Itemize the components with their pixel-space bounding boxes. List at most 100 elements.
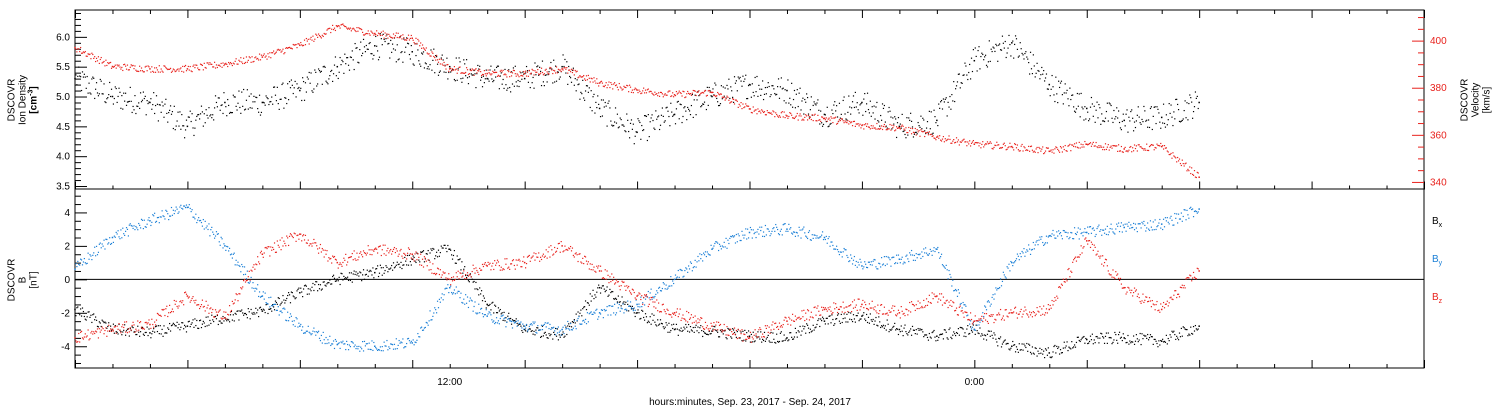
- velocity-series-sample: [1024, 147, 1026, 149]
- density-series-sample: [319, 71, 322, 73]
- density-series-sample: [1131, 109, 1133, 111]
- bx-series-sample: [164, 332, 166, 334]
- velocity-series-sample: [450, 67, 452, 70]
- by-series-sample: [672, 280, 674, 282]
- velocity-series-sample: [776, 113, 778, 116]
- bx-series-sample: [863, 312, 865, 314]
- by-series-sample: [455, 286, 457, 288]
- velocity-series-sample: [791, 117, 794, 119]
- density-series-sample: [739, 76, 741, 79]
- bx-series-sample: [213, 320, 215, 323]
- density-series-sample: [460, 78, 462, 80]
- by-series-sample: [172, 209, 174, 211]
- velocity-series-sample: [509, 76, 511, 78]
- by-series-sample: [798, 226, 800, 228]
- bx-series-sample: [409, 261, 411, 263]
- velocity-series-sample: [1189, 166, 1191, 168]
- bx-series-sample: [174, 325, 176, 327]
- density-series-sample: [927, 132, 930, 134]
- velocity-series-sample: [501, 71, 503, 73]
- velocity-series-sample: [1015, 147, 1018, 149]
- velocity-series-sample: [1153, 149, 1155, 151]
- velocity-series-sample: [1183, 165, 1185, 167]
- density-series-point: [299, 89, 301, 92]
- bx-series-sample: [812, 324, 814, 326]
- bx-series-sample: [271, 310, 273, 312]
- density-series-sample: [232, 94, 234, 96]
- density-series-sample: [82, 76, 85, 78]
- bx-series-sample: [137, 325, 139, 327]
- by-series-sample: [1095, 233, 1097, 236]
- by-series-sample: [992, 294, 994, 296]
- velocity-series-sample: [955, 137, 958, 139]
- bx-series-sample: [552, 338, 554, 340]
- by-series-sample: [204, 220, 206, 222]
- bx-series-sample: [410, 264, 412, 266]
- velocity-series-sample: [584, 79, 587, 81]
- bx-series-sample: [1056, 345, 1058, 348]
- velocity-series-sample: [1054, 148, 1056, 150]
- velocity-series-sample: [851, 121, 853, 123]
- velocity-series-sample: [894, 130, 896, 132]
- velocity-series-sample: [943, 141, 945, 143]
- density-series-sample: [279, 98, 281, 101]
- velocity-series-point: [1198, 176, 1200, 178]
- density-series-sample: [549, 68, 551, 70]
- velocity-series-sample: [598, 85, 600, 87]
- bx-series-sample: [779, 332, 782, 334]
- bx-series-sample: [113, 332, 115, 334]
- velocity-series-sample: [746, 105, 748, 107]
- bx-series-sample: [884, 325, 886, 327]
- velocity-series-sample: [1111, 147, 1113, 149]
- density-series-sample: [134, 95, 136, 97]
- bx-series-sample: [613, 298, 615, 300]
- density-series-sample: [341, 59, 343, 62]
- velocity-series-sample: [539, 73, 541, 76]
- velocity-series-sample: [487, 69, 489, 71]
- density-series-sample: [253, 95, 255, 97]
- bx-series-sample: [1196, 329, 1198, 331]
- velocity-series-sample: [905, 127, 907, 129]
- bx-series-sample: [776, 333, 778, 335]
- velocity-series-sample: [791, 114, 793, 116]
- density-series-sample: [412, 63, 414, 65]
- velocity-series-sample: [614, 82, 616, 84]
- bx-series-sample: [1152, 343, 1154, 346]
- density-series-sample: [90, 93, 92, 95]
- bx-series-sample: [1109, 336, 1111, 339]
- velocity-series-sample: [125, 68, 128, 70]
- velocity-series-sample: [1106, 146, 1108, 148]
- density-series-sample: [760, 94, 762, 97]
- by-series-sample: [177, 212, 179, 214]
- bx-series-sample: [675, 323, 678, 325]
- by-series-sample: [283, 307, 285, 309]
- bx-series-sample: [1168, 340, 1170, 342]
- density-series-sample: [970, 57, 973, 59]
- density-series-sample: [892, 117, 894, 119]
- by-series-sample: [738, 235, 740, 237]
- by-series-sample: [147, 219, 149, 221]
- bx-series-sample: [988, 330, 990, 332]
- by-series-sample: [705, 255, 708, 258]
- bx-series-sample: [547, 337, 549, 339]
- bx-series-sample: [459, 258, 461, 260]
- by-series-sample: [1110, 223, 1112, 225]
- bx-series-sample: [781, 340, 783, 342]
- bx-series-sample: [296, 290, 298, 292]
- bx-series-sample: [448, 248, 450, 250]
- bx-series-sample: [525, 330, 527, 332]
- bx-series-sample: [632, 308, 634, 310]
- density-series-sample: [1043, 69, 1045, 72]
- velocity-series-sample: [1149, 145, 1152, 147]
- density-series-sample: [325, 80, 327, 82]
- bx-series-sample: [558, 334, 560, 336]
- bx-series-sample: [1117, 342, 1119, 344]
- by-series-sample: [123, 233, 125, 235]
- bx-series-sample: [562, 331, 564, 333]
- by-series-sample: [750, 229, 752, 231]
- bx-series-sample: [573, 319, 575, 321]
- velocity-series-sample: [367, 30, 369, 32]
- density-series-sample: [660, 114, 663, 116]
- by-series-sample: [1114, 233, 1116, 235]
- by-series-sample: [341, 342, 343, 344]
